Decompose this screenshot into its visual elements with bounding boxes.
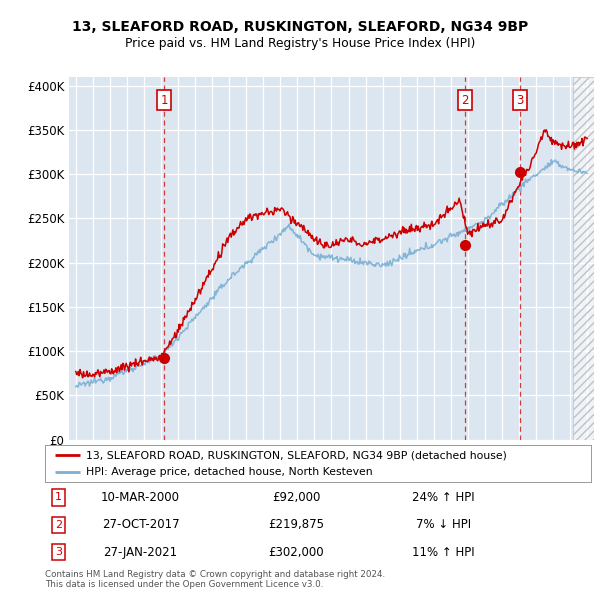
Text: 1: 1 — [161, 94, 168, 107]
Text: 24% ↑ HPI: 24% ↑ HPI — [412, 491, 475, 504]
Text: 13, SLEAFORD ROAD, RUSKINGTON, SLEAFORD, NG34 9BP (detached house): 13, SLEAFORD ROAD, RUSKINGTON, SLEAFORD,… — [86, 450, 507, 460]
Text: Contains HM Land Registry data © Crown copyright and database right 2024.: Contains HM Land Registry data © Crown c… — [45, 570, 385, 579]
Text: 2: 2 — [55, 520, 62, 530]
Text: This data is licensed under the Open Government Licence v3.0.: This data is licensed under the Open Gov… — [45, 579, 323, 589]
Text: 3: 3 — [517, 94, 524, 107]
Text: £219,875: £219,875 — [268, 518, 324, 532]
Text: 27-JAN-2021: 27-JAN-2021 — [103, 546, 178, 559]
Bar — [573, 77, 594, 440]
Text: Price paid vs. HM Land Registry's House Price Index (HPI): Price paid vs. HM Land Registry's House … — [125, 37, 475, 50]
Text: 1: 1 — [55, 493, 62, 503]
Text: 7% ↓ HPI: 7% ↓ HPI — [416, 518, 471, 532]
Text: 10-MAR-2000: 10-MAR-2000 — [101, 491, 180, 504]
Bar — [573, 77, 594, 440]
Text: £302,000: £302,000 — [268, 546, 324, 559]
Text: 11% ↑ HPI: 11% ↑ HPI — [412, 546, 475, 559]
Text: 2: 2 — [461, 94, 469, 107]
Text: 27-OCT-2017: 27-OCT-2017 — [102, 518, 179, 532]
Text: 3: 3 — [55, 547, 62, 557]
Text: 13, SLEAFORD ROAD, RUSKINGTON, SLEAFORD, NG34 9BP: 13, SLEAFORD ROAD, RUSKINGTON, SLEAFORD,… — [72, 19, 528, 34]
Text: £92,000: £92,000 — [272, 491, 320, 504]
Text: HPI: Average price, detached house, North Kesteven: HPI: Average price, detached house, Nort… — [86, 467, 373, 477]
